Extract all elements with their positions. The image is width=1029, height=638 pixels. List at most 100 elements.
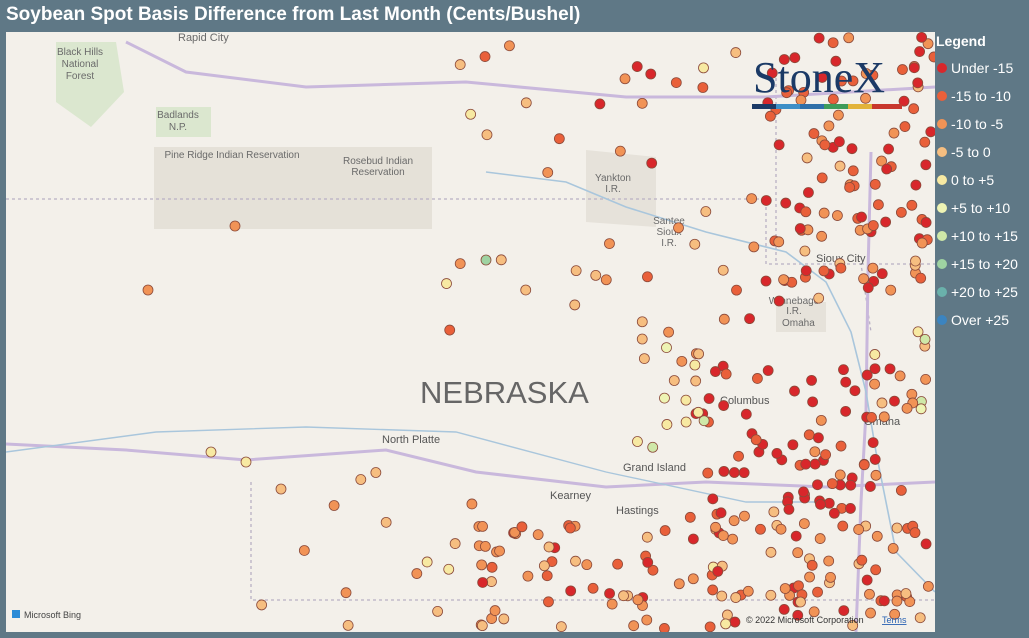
- marker[interactable]: [800, 458, 812, 470]
- marker[interactable]: [915, 272, 927, 284]
- marker[interactable]: [870, 469, 882, 481]
- marker[interactable]: [804, 571, 815, 583]
- marker[interactable]: [870, 564, 882, 576]
- marker[interactable]: [789, 385, 800, 397]
- marker[interactable]: [922, 38, 934, 50]
- marker[interactable]: [783, 503, 795, 515]
- marker[interactable]: [880, 216, 892, 228]
- marker[interactable]: [638, 353, 650, 364]
- marker[interactable]: [814, 533, 826, 544]
- marker[interactable]: [538, 560, 550, 572]
- marker[interactable]: [661, 342, 672, 353]
- marker[interactable]: [869, 454, 881, 465]
- marker[interactable]: [647, 564, 659, 576]
- marker[interactable]: [781, 87, 793, 99]
- marker[interactable]: [867, 437, 879, 449]
- marker[interactable]: [240, 456, 252, 468]
- marker[interactable]: [800, 265, 812, 277]
- marker[interactable]: [466, 498, 478, 510]
- marker[interactable]: [922, 580, 934, 592]
- marker[interactable]: [861, 369, 873, 381]
- marker[interactable]: [707, 493, 719, 505]
- marker[interactable]: [541, 570, 553, 582]
- marker[interactable]: [792, 547, 804, 559]
- marker[interactable]: [486, 561, 498, 573]
- marker[interactable]: [707, 584, 719, 596]
- marker[interactable]: [689, 238, 701, 250]
- terms-link[interactable]: Terms: [882, 615, 907, 625]
- marker[interactable]: [421, 556, 433, 568]
- marker[interactable]: [703, 393, 715, 404]
- marker[interactable]: [641, 614, 653, 626]
- marker[interactable]: [476, 559, 488, 571]
- marker[interactable]: [692, 406, 704, 418]
- marker[interactable]: [928, 51, 935, 63]
- marker[interactable]: [809, 446, 821, 458]
- marker[interactable]: [716, 590, 728, 602]
- marker[interactable]: [710, 521, 721, 533]
- marker[interactable]: [773, 295, 785, 307]
- marker[interactable]: [840, 405, 852, 417]
- marker[interactable]: [740, 408, 752, 420]
- marker[interactable]: [587, 582, 599, 594]
- marker[interactable]: [702, 467, 714, 479]
- marker[interactable]: [516, 521, 528, 533]
- marker[interactable]: [764, 110, 776, 122]
- marker[interactable]: [645, 68, 657, 80]
- marker[interactable]: [581, 559, 593, 571]
- marker[interactable]: [489, 605, 501, 616]
- marker[interactable]: [355, 474, 367, 485]
- marker[interactable]: [858, 459, 870, 471]
- marker[interactable]: [449, 538, 461, 549]
- marker[interactable]: [256, 599, 268, 611]
- marker[interactable]: [816, 172, 828, 184]
- marker[interactable]: [832, 210, 843, 221]
- marker[interactable]: [871, 530, 883, 542]
- marker[interactable]: [495, 254, 507, 266]
- marker[interactable]: [884, 363, 896, 375]
- marker[interactable]: [812, 586, 823, 598]
- legend-item[interactable]: Under -15: [936, 54, 1029, 82]
- marker[interactable]: [668, 375, 680, 386]
- legend-item[interactable]: +20 to +25: [936, 278, 1029, 306]
- marker[interactable]: [912, 326, 924, 338]
- marker[interactable]: [807, 396, 819, 408]
- legend-item[interactable]: -10 to -5: [936, 110, 1029, 138]
- marker[interactable]: [789, 52, 801, 64]
- marker[interactable]: [844, 181, 856, 193]
- marker[interactable]: [849, 385, 861, 397]
- marker[interactable]: [636, 316, 648, 328]
- marker[interactable]: [646, 157, 658, 169]
- marker[interactable]: [752, 373, 763, 384]
- marker[interactable]: [328, 500, 340, 511]
- marker[interactable]: [860, 68, 872, 79]
- marker[interactable]: [720, 368, 732, 380]
- marker[interactable]: [779, 583, 791, 594]
- marker[interactable]: [718, 313, 730, 325]
- marker[interactable]: [869, 363, 881, 375]
- marker[interactable]: [570, 265, 582, 277]
- marker[interactable]: [443, 563, 455, 575]
- legend-item[interactable]: -15 to -10: [936, 82, 1029, 110]
- marker[interactable]: [803, 429, 815, 441]
- marker[interactable]: [532, 529, 544, 541]
- marker[interactable]: [722, 609, 733, 621]
- marker[interactable]: [835, 440, 847, 452]
- marker[interactable]: [229, 220, 241, 232]
- marker[interactable]: [647, 441, 659, 453]
- marker[interactable]: [663, 326, 675, 338]
- marker[interactable]: [910, 179, 922, 191]
- marker[interactable]: [642, 556, 654, 568]
- marker[interactable]: [806, 559, 818, 571]
- marker[interactable]: [771, 448, 783, 459]
- marker[interactable]: [739, 510, 750, 522]
- marker[interactable]: [862, 282, 874, 294]
- marker[interactable]: [748, 241, 760, 253]
- marker[interactable]: [727, 533, 739, 545]
- marker[interactable]: [861, 574, 873, 586]
- marker[interactable]: [838, 364, 849, 376]
- marker[interactable]: [840, 376, 852, 388]
- marker[interactable]: [614, 145, 626, 157]
- marker[interactable]: [454, 59, 466, 70]
- marker[interactable]: [828, 507, 840, 519]
